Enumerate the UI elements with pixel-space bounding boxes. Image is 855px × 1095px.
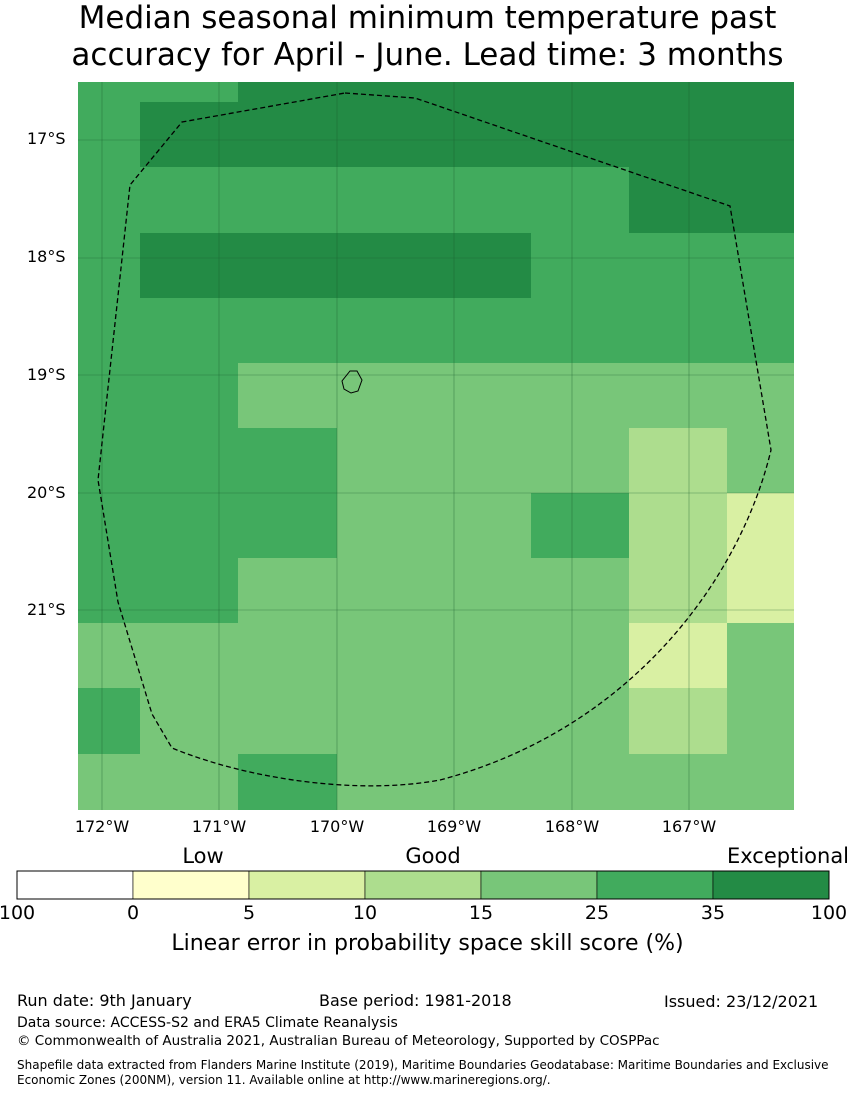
colorbar-tick: 100	[0, 902, 36, 924]
colorbar-tick: 25	[584, 902, 610, 924]
lon-label-169: 169°W	[426, 817, 482, 836]
lon-label-167: 167°W	[661, 817, 717, 836]
colorbar-bin	[712, 870, 830, 900]
grid-cell	[337, 754, 794, 810]
grid-cell	[337, 428, 629, 493]
grid-cell	[727, 428, 794, 493]
colorbar-title: Linear error in probability space skill …	[171, 931, 684, 956]
grid-cell	[238, 558, 629, 623]
colorbar-bin	[16, 870, 134, 900]
colorbar	[16, 870, 830, 900]
grid-cell	[629, 167, 794, 233]
graticule	[78, 82, 794, 810]
grid-cell	[78, 754, 238, 810]
category-good: Good	[405, 844, 461, 868]
grid-cell	[140, 688, 629, 754]
copyright: © Commonwealth of Australia 2021, Austra…	[17, 1033, 660, 1049]
grid-cell	[238, 82, 794, 102]
colorbar-tick: 15	[468, 902, 494, 924]
colorbar-tick: 0	[126, 902, 140, 924]
colorbar-tick: 35	[700, 902, 726, 924]
eez-boundary	[97, 92, 772, 787]
lon-label-170: 170°W	[309, 817, 365, 836]
colorbar-bin	[132, 870, 250, 900]
grid-cell	[629, 688, 727, 754]
grid-cell	[727, 493, 794, 623]
skill-grid-cells	[78, 82, 794, 810]
colorbar-bin	[480, 870, 598, 900]
grid-cell	[727, 623, 794, 688]
lat-label-17: 17°S	[27, 129, 66, 148]
grid-cell	[78, 623, 629, 688]
grid-cell	[727, 688, 794, 754]
grid-cell	[238, 363, 794, 428]
grid-cell	[337, 493, 531, 558]
grid-cell	[531, 493, 629, 558]
title-line-2: accuracy for April - June. Lead time: 3 …	[71, 37, 784, 73]
grid-cell	[629, 428, 727, 623]
grid-cell	[140, 102, 794, 167]
colorbar-bin	[248, 870, 366, 900]
title-line-1: Median seasonal minimum temperature past	[78, 0, 777, 36]
colorbar-outline	[16, 870, 830, 900]
lat-label-21: 21°S	[27, 600, 66, 619]
colorbar-bin	[596, 870, 714, 900]
run-date: Run date: 9th January	[17, 991, 192, 1010]
lat-label-20: 20°S	[27, 483, 66, 502]
colorbar-tick: 5	[242, 902, 256, 924]
colorbar-bin	[364, 870, 482, 900]
colorbar-tick: 100	[810, 902, 848, 924]
category-low: Low	[182, 844, 224, 868]
grid-cell	[238, 754, 337, 810]
lat-label-19: 19°S	[27, 365, 66, 384]
lon-label-172: 172°W	[74, 817, 130, 836]
lon-label-168: 168°W	[544, 817, 600, 836]
category-exceptional: Exceptional	[726, 844, 850, 868]
issued-date: Issued: 23/12/2021	[664, 992, 819, 1011]
grid-cell	[629, 623, 727, 688]
colorbar-tick: 10	[352, 902, 378, 924]
data-source: Data source: ACCESS-S2 and ERA5 Climate …	[17, 1015, 398, 1031]
lon-label-171: 171°W	[191, 817, 247, 836]
shapefile-credit: Shapefile data extracted from Flanders M…	[17, 1058, 829, 1087]
base-period: Base period: 1981-2018	[319, 991, 512, 1010]
map-title: Median seasonal minimum temperature past…	[0, 0, 855, 74]
grid-cell	[140, 233, 531, 298]
lat-label-18: 18°S	[27, 247, 66, 266]
island-outline	[341, 370, 363, 394]
grid-cell	[78, 688, 140, 754]
